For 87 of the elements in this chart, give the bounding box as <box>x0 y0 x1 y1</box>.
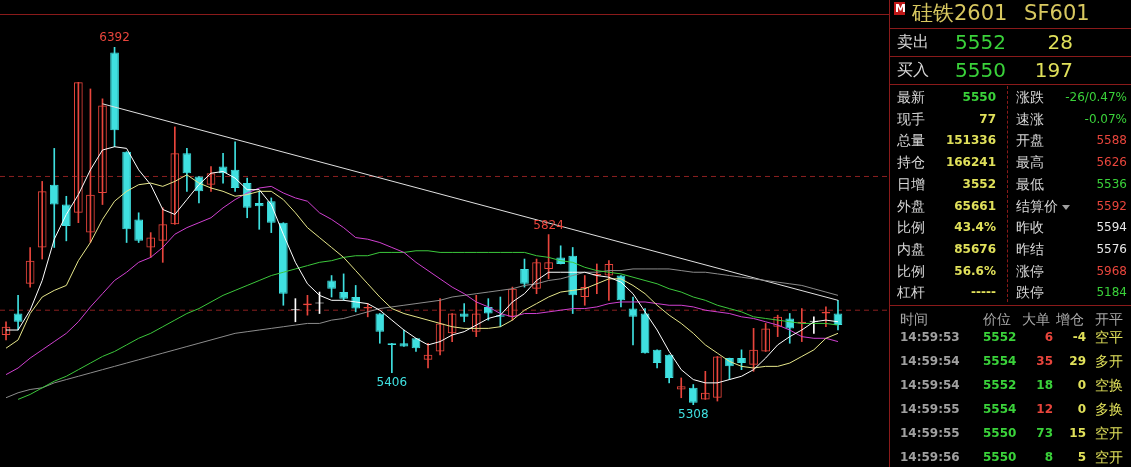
text: 197 <box>1034 58 1073 82</box>
text: 5592 <box>1096 198 1127 213</box>
text: 空开 <box>1095 425 1123 441</box>
text: ----- <box>971 285 996 300</box>
text: 最高 <box>1016 154 1044 171</box>
text: 5 <box>1077 450 1086 464</box>
text: 最新 <box>897 89 925 105</box>
text: 14:59:55 <box>900 402 960 416</box>
text: 14:59:54 <box>900 378 960 392</box>
text: 跌停 <box>1016 284 1044 301</box>
text: 14:59:53 <box>900 330 960 344</box>
text: 空换 <box>1095 377 1123 393</box>
text: 5552 <box>955 30 1006 54</box>
text: 涨停 <box>1016 262 1044 279</box>
annotation: 5308 <box>678 407 709 422</box>
text: 比例 <box>897 262 925 279</box>
annotation: 5824 <box>533 217 564 232</box>
text: 43.4% <box>954 220 996 235</box>
text: 昨收 <box>1016 219 1044 236</box>
text: 空平 <box>1095 329 1123 345</box>
text: 151336 <box>945 133 996 148</box>
text: 增仓 <box>1056 311 1084 327</box>
text: 85676 <box>954 241 996 256</box>
text: 15 <box>1069 426 1086 440</box>
text: 比例 <box>897 219 925 236</box>
text: 5550 <box>955 58 1006 82</box>
text: 8 <box>1044 450 1053 464</box>
text: 3552 <box>962 176 996 191</box>
text: 5626 <box>1096 155 1127 170</box>
text: 大单 <box>1022 311 1050 327</box>
text: -0.07% <box>1084 111 1127 126</box>
text: 0 <box>1077 378 1086 392</box>
text: 开平 <box>1095 311 1123 327</box>
text: 多换 <box>1095 401 1123 417</box>
text: 速涨 <box>1016 110 1044 127</box>
text: 硅铁2601 SF601 <box>912 1 1090 25</box>
text: 5576 <box>1096 241 1127 256</box>
text: 最低 <box>1016 175 1044 192</box>
text: 5536 <box>1096 176 1127 191</box>
text: 5554 <box>983 354 1017 368</box>
text: 166241 <box>945 155 996 170</box>
annotation: 5406 <box>376 374 408 389</box>
text: 持仓 <box>897 154 925 171</box>
text: 6 <box>1044 330 1053 344</box>
text: 14:59:55 <box>900 426 960 440</box>
text: 5552 <box>983 330 1017 344</box>
text: 5554 <box>983 402 1017 416</box>
text: 73 <box>1036 426 1053 440</box>
text: 5594 <box>1096 220 1127 235</box>
text: -26/0.47% <box>1065 90 1127 104</box>
text: 18 <box>1036 378 1053 392</box>
text: 28 <box>1047 30 1073 54</box>
text: 外盘 <box>897 197 925 214</box>
text: 多开 <box>1095 353 1123 369</box>
text: 5550 <box>962 90 996 104</box>
text: 65661 <box>954 198 996 213</box>
text: 结算价 <box>1016 197 1058 214</box>
text: 14:59:54 <box>900 354 960 368</box>
text: 77 <box>979 111 996 126</box>
text: 涨跌 <box>1016 89 1044 105</box>
text: 5588 <box>1096 133 1127 148</box>
text: 空开 <box>1095 449 1123 465</box>
text: 卖出 <box>897 32 929 51</box>
text: 29 <box>1069 354 1086 368</box>
text: 内盘 <box>897 240 925 257</box>
text: 时间 <box>900 311 928 327</box>
text: 现手 <box>897 110 925 127</box>
text: 总量 <box>897 132 925 149</box>
candlestick <box>49 148 59 248</box>
text: 5552 <box>983 378 1017 392</box>
annotation: 6392 <box>99 30 130 45</box>
text: 买入 <box>897 60 929 79</box>
text: 5550 <box>983 426 1017 440</box>
text: 35 <box>1036 354 1053 368</box>
text: 开盘 <box>1016 132 1044 149</box>
text: 0 <box>1077 402 1086 416</box>
text: 价位 <box>983 311 1011 327</box>
text: 昨结 <box>1016 240 1044 257</box>
text: 14:59:56 <box>900 450 960 464</box>
text: 12 <box>1036 402 1053 416</box>
text: 5184 <box>1096 285 1127 300</box>
text: 5968 <box>1096 263 1127 278</box>
text: 5550 <box>983 450 1017 464</box>
text: 日增 <box>897 175 925 192</box>
text: 56.6% <box>954 263 996 278</box>
text: -4 <box>1072 330 1086 344</box>
text: 杠杆 <box>897 284 925 301</box>
